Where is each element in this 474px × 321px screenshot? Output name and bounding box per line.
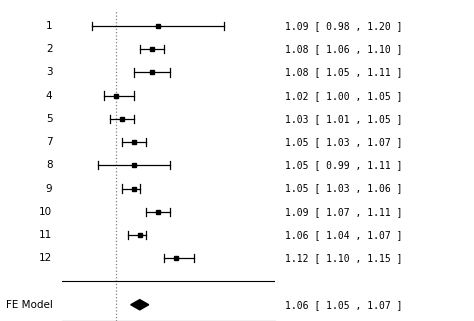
- Text: 1.12 [ 1.10 , 1.15 ]: 1.12 [ 1.10 , 1.15 ]: [285, 253, 402, 263]
- Text: 12: 12: [39, 253, 52, 263]
- Text: 11: 11: [39, 230, 52, 240]
- Text: 1.05 [ 0.99 , 1.11 ]: 1.05 [ 0.99 , 1.11 ]: [285, 160, 402, 170]
- Text: 1.02 [ 1.00 , 1.05 ]: 1.02 [ 1.00 , 1.05 ]: [285, 91, 402, 100]
- Text: 1.05 [ 1.03 , 1.06 ]: 1.05 [ 1.03 , 1.06 ]: [285, 184, 402, 194]
- Text: 7: 7: [46, 137, 52, 147]
- Text: 1.06 [ 1.04 , 1.07 ]: 1.06 [ 1.04 , 1.07 ]: [285, 230, 402, 240]
- Text: 1.09 [ 0.98 , 1.20 ]: 1.09 [ 0.98 , 1.20 ]: [285, 21, 402, 31]
- Text: 4: 4: [46, 91, 52, 100]
- Text: 2: 2: [46, 44, 52, 54]
- Text: 1.09 [ 1.07 , 1.11 ]: 1.09 [ 1.07 , 1.11 ]: [285, 207, 402, 217]
- Polygon shape: [131, 299, 149, 310]
- Text: 1.03 [ 1.01 , 1.05 ]: 1.03 [ 1.01 , 1.05 ]: [285, 114, 402, 124]
- Text: 1.05 [ 1.03 , 1.07 ]: 1.05 [ 1.03 , 1.07 ]: [285, 137, 402, 147]
- Text: 1.08 [ 1.05 , 1.11 ]: 1.08 [ 1.05 , 1.11 ]: [285, 67, 402, 77]
- Text: 1.08 [ 1.06 , 1.10 ]: 1.08 [ 1.06 , 1.10 ]: [285, 44, 402, 54]
- Text: 5: 5: [46, 114, 52, 124]
- Text: 1: 1: [46, 21, 52, 31]
- Text: 1.06 [ 1.05 , 1.07 ]: 1.06 [ 1.05 , 1.07 ]: [285, 300, 402, 310]
- Text: FE Model: FE Model: [6, 300, 52, 310]
- Text: 10: 10: [39, 207, 52, 217]
- Text: 9: 9: [46, 184, 52, 194]
- Text: 3: 3: [46, 67, 52, 77]
- Text: 8: 8: [46, 160, 52, 170]
